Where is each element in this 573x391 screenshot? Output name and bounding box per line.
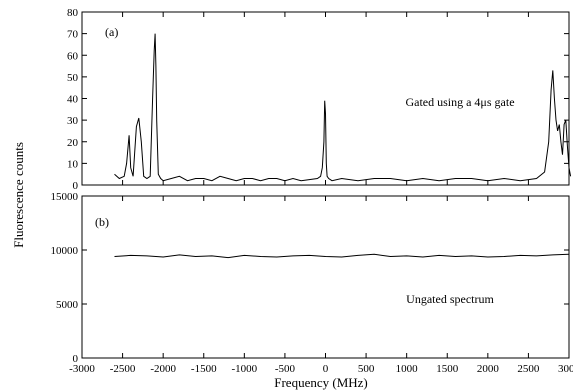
y-tick-label: 0 [73,353,79,365]
y-tick-label: 10 [67,158,79,170]
y-tick-label: 50 [67,72,79,84]
y-axis-title: Fluorescence counts [11,142,26,248]
x-tick-label: -1500 [191,363,217,375]
series-line [114,253,570,259]
x-tick-label: 3000 [558,363,573,375]
x-tick-label: 1500 [436,363,459,375]
panel-label: (b) [95,215,109,229]
x-tick-label: 0 [323,363,329,375]
panel-a: 0 10 20 30 40 50 60 70 80 (a) Gated using a 4μs ga… [67,7,572,192]
plot-frame [81,195,570,359]
panel-b: 0 5000 10000 15000 (b) Ungated spectrum [51,191,570,365]
y-tick-label: 5000 [56,299,79,311]
y-tick-label: 20 [67,137,79,149]
x-tick-label: -2500 [110,363,136,375]
x-axis-title: Frequency (MHz) [274,375,368,390]
x-tick-label: -500 [275,363,296,375]
x-tick-label: -1000 [231,363,257,375]
panel-annotation: Gated using a 4μs gate [405,95,514,109]
x-axis: -3000 -2500 -2000 -1500 -1000 -500 0 500 1000 150… [69,363,573,375]
y-tick-label: 80 [67,7,79,19]
series-line [114,33,572,182]
x-tick-label: -2000 [150,363,176,375]
x-tick-label: 2500 [517,363,540,375]
y-tick-label: 15000 [51,191,79,203]
x-tick-label: -3000 [69,363,95,375]
x-tick-label: 1000 [396,363,419,375]
x-tick-label: 2000 [477,363,500,375]
y-tick-label: 30 [67,115,79,127]
x-tick-label: 500 [358,363,375,375]
panel-label: (a) [105,25,118,39]
y-tick-label: 0 [73,180,79,192]
y-tick-label: 60 [67,50,79,62]
y-tick-label: 40 [67,94,79,106]
y-tick-label: 10000 [51,245,79,257]
panel-annotation: Ungated spectrum [406,292,494,306]
y-tick-label: 70 [67,29,79,41]
